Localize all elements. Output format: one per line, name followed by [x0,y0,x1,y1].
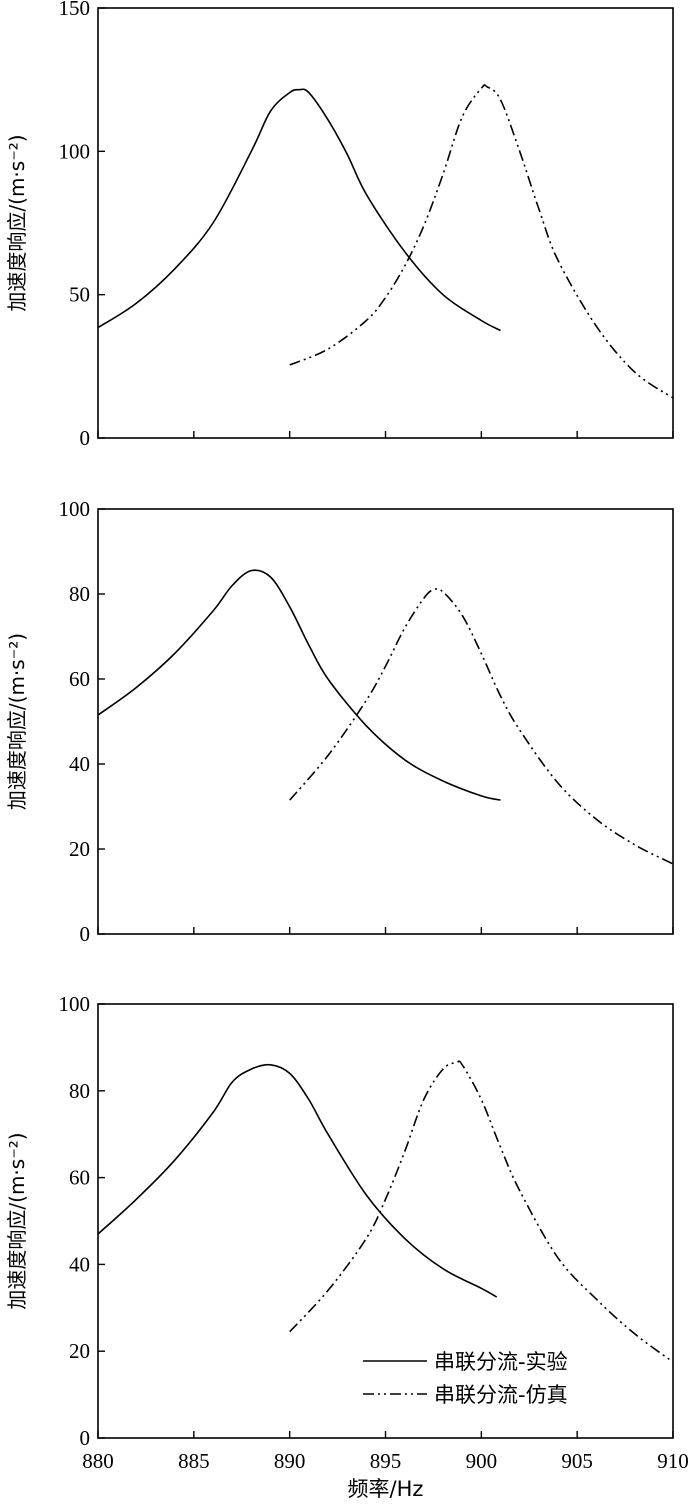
y-tick-label: 80 [69,1079,90,1103]
series-line-experiment [97,1063,498,1298]
y-tick-label: 40 [69,1252,90,1276]
y-tick-label: 100 [59,139,91,163]
series-line-experiment [97,88,501,332]
y-tick-label: 20 [69,837,90,861]
x-tick-label: 880 [82,1449,114,1473]
series-line-simulation [289,1060,674,1363]
chart-panel-1: 0 50 100 150 加速度响应/(m·s⁻²) [5,0,674,450]
y-tick-label: 0 [80,426,91,450]
y-axis-label: 加速度响应/(m·s⁻²) [5,1132,29,1309]
y-tick-label: 100 [59,992,91,1016]
y-tick-label: 150 [59,0,91,20]
y-tick-label: 60 [69,1166,90,1190]
x-tick-label: 910 [657,1449,689,1473]
series-line-simulation [289,84,674,399]
y-tick-label: 40 [69,752,90,776]
y-axis-label: 加速度响应/(m·s⁻²) [5,633,29,810]
x-tick-label: 900 [466,1449,498,1473]
x-tick-label: 890 [274,1449,306,1473]
y-tick-label: 100 [59,497,91,521]
legend-label: 串联分流-仿真 [434,1383,568,1407]
x-axis-label: 频率/Hz [348,1477,424,1501]
plot-frame [97,1003,674,1439]
y-tick-label: 60 [69,667,90,691]
y-axis-label: 加速度响应/(m·s⁻²) [5,134,29,311]
series-line-experiment [97,569,501,801]
x-tick-label: 885 [178,1449,210,1473]
plot-frame [97,508,674,935]
x-tick-label: 905 [561,1449,593,1473]
x-tick-label: 895 [370,1449,402,1473]
chart-panel-2: 0 20 40 60 80 100 加速度响应/(m·s⁻²) [5,497,674,946]
y-tick-label: 0 [80,1426,91,1450]
y-tick-label: 50 [69,283,90,307]
plot-frame [97,7,674,439]
y-tick-label: 80 [69,582,90,606]
y-tick-label: 0 [80,922,91,946]
chart-panel-3: 880 885 890 895 900 905 910 0 20 40 60 80 100 加速度响应/(… [5,992,689,1501]
y-tick-label: 20 [69,1339,90,1363]
legend-label: 串联分流-实验 [434,1350,568,1374]
series-line-simulation [289,588,674,865]
